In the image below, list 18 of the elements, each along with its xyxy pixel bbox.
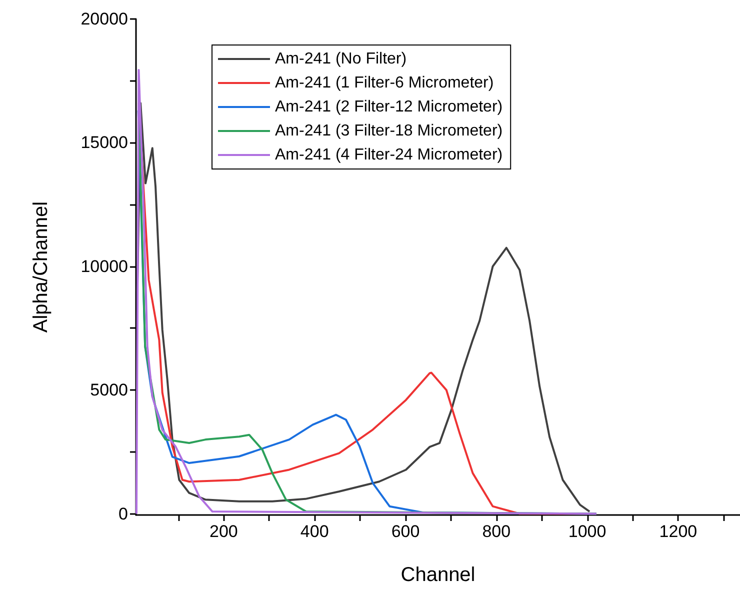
y-tick-label: 20000 [80, 10, 128, 28]
y-tick-label: 10000 [80, 256, 128, 276]
legend-label: Am-241 (4 Filter-24 Micrometer) [275, 146, 503, 164]
legend-label: Am-241 (No Filter) [275, 50, 407, 68]
legend-label: Am-241 (2 Filter-12 Micrometer) [275, 98, 503, 116]
x-axis-title: Channel [400, 564, 476, 586]
y-axis-title: Alpha/Channel [30, 201, 52, 333]
x-tick-label: 400 [300, 522, 329, 541]
x-tick-label: 800 [482, 522, 511, 541]
x-tick-label: 200 [210, 522, 238, 541]
legend-label: Am-241 (1 Filter-6 Micrometer) [275, 74, 494, 92]
legend-label: Am-241 (3 Filter-18 Micrometer) [275, 122, 503, 140]
x-tick-label: 600 [391, 522, 420, 541]
y-tick-label: 5000 [90, 380, 128, 400]
y-tick-label: 15000 [80, 133, 128, 152]
y-tick-label: 0 [118, 504, 128, 524]
x-tick-label: 1000 [568, 522, 606, 541]
x-tick-label: 1200 [659, 522, 698, 541]
